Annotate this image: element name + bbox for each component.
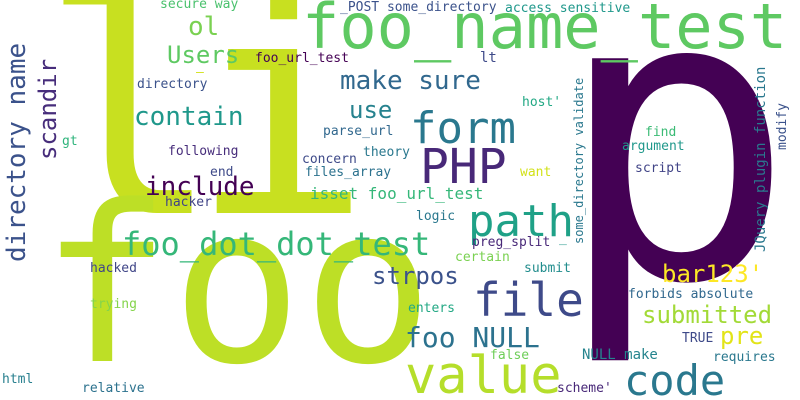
word-files-array: files_array — [305, 165, 392, 180]
word-form: form — [410, 103, 516, 154]
word-relative: relative — [82, 381, 145, 396]
word-file: file — [473, 273, 584, 327]
word-some-directory-validate: some_directory validate — [572, 77, 586, 244]
word-forbids-absolute: forbids absolute — [628, 287, 754, 302]
word-script: script — [635, 161, 682, 176]
word-li: li — [40, 0, 371, 284]
word-lt: lt — [480, 50, 497, 66]
word-bar123: bar123' — [662, 260, 764, 288]
word-foo-null: foo NULL — [405, 321, 540, 354]
word-jquery-plugin-function: JQuery plugin function — [753, 66, 769, 252]
word-trying: trying — [90, 297, 137, 312]
word-directory: directory — [137, 77, 208, 92]
word-theory: theory — [363, 145, 410, 160]
word-logic: logic — [416, 209, 456, 224]
word-p: p — [555, 0, 796, 372]
word-underscore: _ — [559, 231, 567, 246]
word-modify: modify — [775, 103, 790, 150]
word-ol: ol — [188, 12, 220, 42]
word-certain: certain — [455, 250, 510, 265]
word-make-sure: make sure — [340, 66, 481, 96]
word-html: html — [2, 372, 34, 387]
word-submitted: submitted — [642, 301, 773, 329]
word-want: want — [520, 165, 552, 180]
word-value: value — [405, 346, 562, 400]
word-gt: gt — [62, 134, 78, 149]
word-php: PHP — [420, 139, 507, 195]
word-access-sensitive: access sensitive — [505, 1, 631, 16]
word-parse-url: parse_url — [323, 124, 394, 139]
word-hacked: hacked — [90, 261, 137, 276]
word-find: find — [645, 125, 677, 140]
word-scheme: scheme' — [557, 381, 612, 396]
word-following: following — [168, 144, 239, 159]
word-submit: submit — [524, 261, 571, 276]
word-path: path — [468, 196, 574, 247]
word-users: Users — [167, 41, 240, 69]
word-directory-name: directory name — [2, 42, 32, 262]
word-contain: contain — [134, 102, 244, 132]
word-include: include — [145, 172, 255, 202]
word-host: host' — [522, 95, 562, 110]
word-foo-dot-dot-test: foo_dot_dot_test — [122, 225, 431, 263]
word-foo: foo — [40, 160, 434, 400]
word-pre: pre — [720, 322, 764, 350]
word-true: TRUE — [682, 331, 714, 346]
word-post-some-directory: _POST some_directory — [340, 0, 497, 15]
word-argument: argument — [622, 139, 685, 154]
word-enters: enters — [408, 301, 455, 316]
word-null-make: NULL make — [582, 347, 658, 363]
word-dash: — — [196, 65, 204, 80]
word-false: false — [490, 348, 530, 363]
word-hacker: hacker — [165, 195, 212, 210]
word-preg-split: preg_split — [472, 235, 551, 250]
word-foo-name-test: foo_name_test — [302, 0, 788, 63]
word-use: use — [349, 96, 393, 124]
word-foo-url-test: foo_url_test — [255, 51, 349, 66]
word-concern: concern — [302, 152, 357, 167]
word-requires: requires — [713, 350, 776, 365]
word-secure-way: secure way — [160, 0, 239, 12]
word-end: end — [210, 165, 234, 180]
word-scandir: scandir — [34, 58, 62, 160]
word-code: code — [624, 356, 726, 400]
word-strpos: strpos — [372, 262, 459, 290]
word-isset-foo-url-test: isset foo_url_test — [310, 184, 484, 203]
